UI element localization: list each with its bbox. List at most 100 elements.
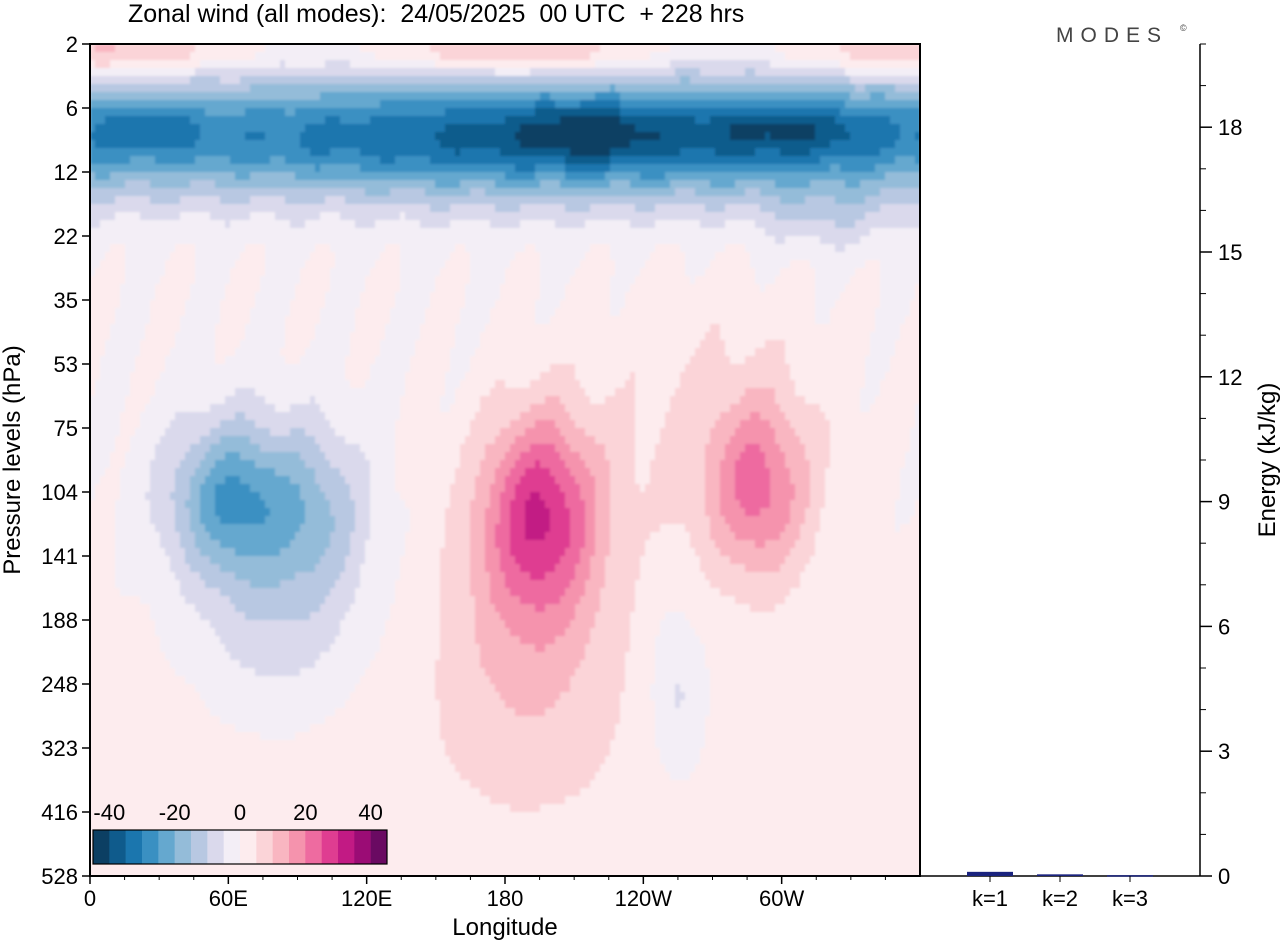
heatmap-cell — [410, 140, 416, 149]
heatmap-cell — [410, 132, 416, 141]
heatmap-cell — [575, 52, 581, 61]
heatmap-cell — [160, 284, 166, 293]
heatmap-cell — [540, 140, 546, 149]
heatmap-cell — [525, 276, 531, 285]
heatmap-cell — [625, 132, 631, 141]
heatmap-cell — [905, 92, 911, 101]
heatmap-cell — [175, 156, 181, 165]
heatmap-cell — [840, 196, 846, 205]
heatmap-cell — [710, 188, 716, 197]
heatmap-cell — [820, 196, 826, 205]
heatmap-cell — [220, 276, 226, 285]
heatmap-cell — [530, 124, 536, 133]
heatmap-cell — [525, 252, 531, 261]
heatmap-cell — [665, 100, 671, 109]
heatmap-cell — [525, 124, 531, 133]
heatmap-cell — [100, 276, 106, 285]
heatmap-cell — [145, 276, 151, 285]
heatmap-cell — [695, 52, 701, 61]
heatmap-cell — [305, 228, 311, 237]
heatmap-cell — [540, 260, 546, 269]
heatmap-cell — [535, 276, 541, 285]
heatmap-cell — [625, 68, 631, 77]
heatmap-cell — [840, 228, 846, 237]
heatmap-cell — [615, 196, 621, 205]
heatmap-cell — [640, 156, 646, 165]
heatmap-cell — [710, 92, 716, 101]
heatmap-cell — [820, 164, 826, 173]
heatmap-cell — [710, 268, 716, 277]
heatmap-cell — [120, 196, 126, 205]
heatmap-cell — [305, 116, 311, 125]
heatmap-cell — [500, 172, 506, 181]
heatmap-cell — [480, 268, 486, 277]
heatmap-cell — [260, 156, 266, 165]
heatmap-cell — [365, 172, 371, 181]
heatmap-cell — [285, 276, 291, 285]
heatmap-cell — [685, 188, 691, 197]
heatmap-cell — [760, 76, 766, 85]
heatmap-cell — [185, 260, 191, 269]
heatmap-cell — [120, 44, 126, 53]
heatmap-cell — [195, 212, 201, 221]
heatmap-cell — [885, 268, 891, 277]
heatmap-cell — [615, 92, 621, 101]
heatmap-cell — [385, 276, 391, 285]
heatmap-cell — [245, 260, 251, 269]
heatmap-cell — [830, 68, 836, 77]
heatmap-cell — [895, 196, 901, 205]
heatmap-cell — [330, 124, 336, 133]
heatmap-cell — [250, 180, 256, 189]
heatmap-cell — [245, 180, 251, 189]
heatmap-cell — [520, 132, 526, 141]
heatmap-cell — [275, 196, 281, 205]
heatmap-cell — [330, 92, 336, 101]
heatmap-cell — [185, 100, 191, 109]
heatmap-cell — [415, 172, 421, 181]
heatmap-cell — [685, 108, 691, 117]
heatmap-cell — [180, 60, 186, 69]
heatmap-cell — [385, 100, 391, 109]
heatmap-cell — [255, 228, 261, 237]
heatmap-cell — [95, 108, 101, 117]
heatmap-cell — [525, 196, 531, 205]
heatmap-cell — [670, 164, 676, 173]
heatmap-cell — [510, 124, 516, 133]
heatmap-cell — [825, 84, 831, 93]
heatmap-cell — [875, 172, 881, 181]
heatmap-cell — [110, 220, 116, 229]
heatmap-cell — [515, 260, 521, 269]
heatmap-cell — [420, 100, 426, 109]
heatmap-cell — [325, 140, 331, 149]
heatmap-cell — [355, 100, 361, 109]
heatmap-cell — [820, 116, 826, 125]
heatmap-cell — [165, 164, 171, 173]
heatmap-cell — [235, 92, 241, 101]
heatmap-cell — [110, 60, 116, 69]
heatmap-cell — [240, 220, 246, 229]
heatmap-cell — [155, 140, 161, 149]
heatmap-cell — [730, 212, 736, 221]
heatmap-cell — [635, 76, 641, 85]
heatmap-cell — [795, 148, 801, 157]
heatmap-cell — [385, 124, 391, 133]
heatmap-cell — [560, 68, 566, 77]
heatmap-cell — [155, 244, 161, 253]
heatmap-cell — [605, 228, 611, 237]
heatmap-cell — [170, 228, 176, 237]
heatmap-cell — [675, 276, 681, 285]
heatmap-cell — [105, 220, 111, 229]
heatmap-cell — [760, 252, 766, 261]
heatmap-cell — [855, 236, 861, 245]
heatmap-cell — [265, 212, 271, 221]
heatmap-cell — [520, 180, 526, 189]
heatmap-cell — [200, 60, 206, 69]
heatmap-cell — [510, 276, 516, 285]
heatmap-cell — [905, 68, 911, 77]
heatmap-cell — [385, 156, 391, 165]
heatmap-cell — [310, 204, 316, 213]
heatmap-cell — [595, 188, 601, 197]
heatmap-cell — [110, 252, 116, 261]
heatmap-cell — [225, 124, 231, 133]
heatmap-cell — [105, 76, 111, 85]
